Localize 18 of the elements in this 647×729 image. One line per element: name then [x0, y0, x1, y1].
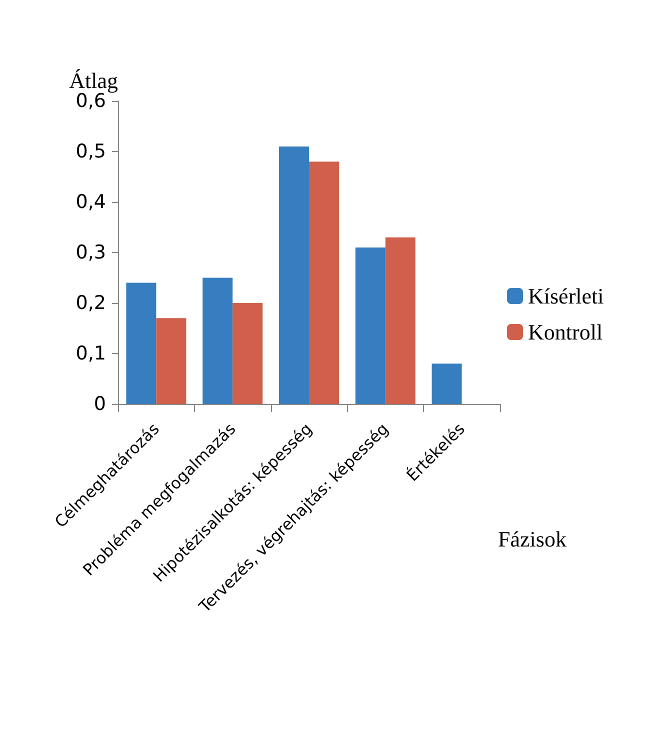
y-tick-label: 0,4 [76, 191, 106, 213]
bar [385, 237, 416, 404]
bar [232, 303, 263, 404]
bar [355, 247, 386, 404]
bar [202, 278, 233, 404]
legend-label: Kontroll [528, 320, 603, 344]
bar [126, 282, 156, 404]
x-axis-title: Fázisok [498, 526, 566, 552]
bar [279, 146, 309, 404]
bar [309, 162, 339, 404]
y-tick-label: 0,1 [76, 342, 106, 364]
bar [432, 364, 462, 404]
bar [156, 318, 186, 404]
y-tick-label: 0 [94, 393, 106, 415]
y-tick-label: 0,5 [76, 140, 106, 162]
legend-label: Kísérleti [528, 284, 604, 308]
y-tick-label: 0,3 [76, 242, 106, 264]
y-tick-label: 0,2 [76, 292, 106, 314]
